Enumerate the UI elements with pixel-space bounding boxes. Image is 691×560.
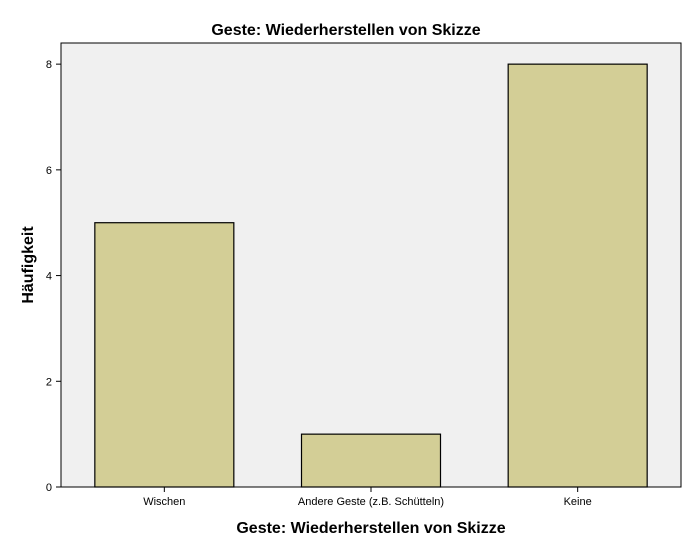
bar-2 [507, 63, 648, 488]
x-tick-label: Keine [564, 496, 592, 508]
y-tick-label: 0 [46, 482, 52, 494]
y-axis-label: Häufigkeit [20, 226, 37, 304]
bar-1 [300, 433, 442, 488]
x-axis-ticks: Wischen Andere Geste (z.B. Schütteln) Kein… [143, 487, 592, 508]
y-tick-label: 2 [46, 376, 52, 388]
bars-group [94, 63, 648, 488]
x-tick-label: Wischen [143, 496, 185, 508]
y-tick-label: 8 [46, 59, 52, 71]
y-tick-label: 4 [46, 271, 52, 283]
bar-0 [94, 222, 235, 488]
y-tick-label: 6 [46, 165, 52, 177]
x-tick-label: Andere Geste (z.B. Schütteln) [298, 496, 444, 508]
chart-title: Geste: Wiederherstellen von Skizze [211, 22, 480, 39]
x-axis-label: Geste: Wiederherstellen von Skizze [236, 520, 505, 537]
y-axis-ticks: 0 2 4 6 8 [46, 59, 61, 494]
